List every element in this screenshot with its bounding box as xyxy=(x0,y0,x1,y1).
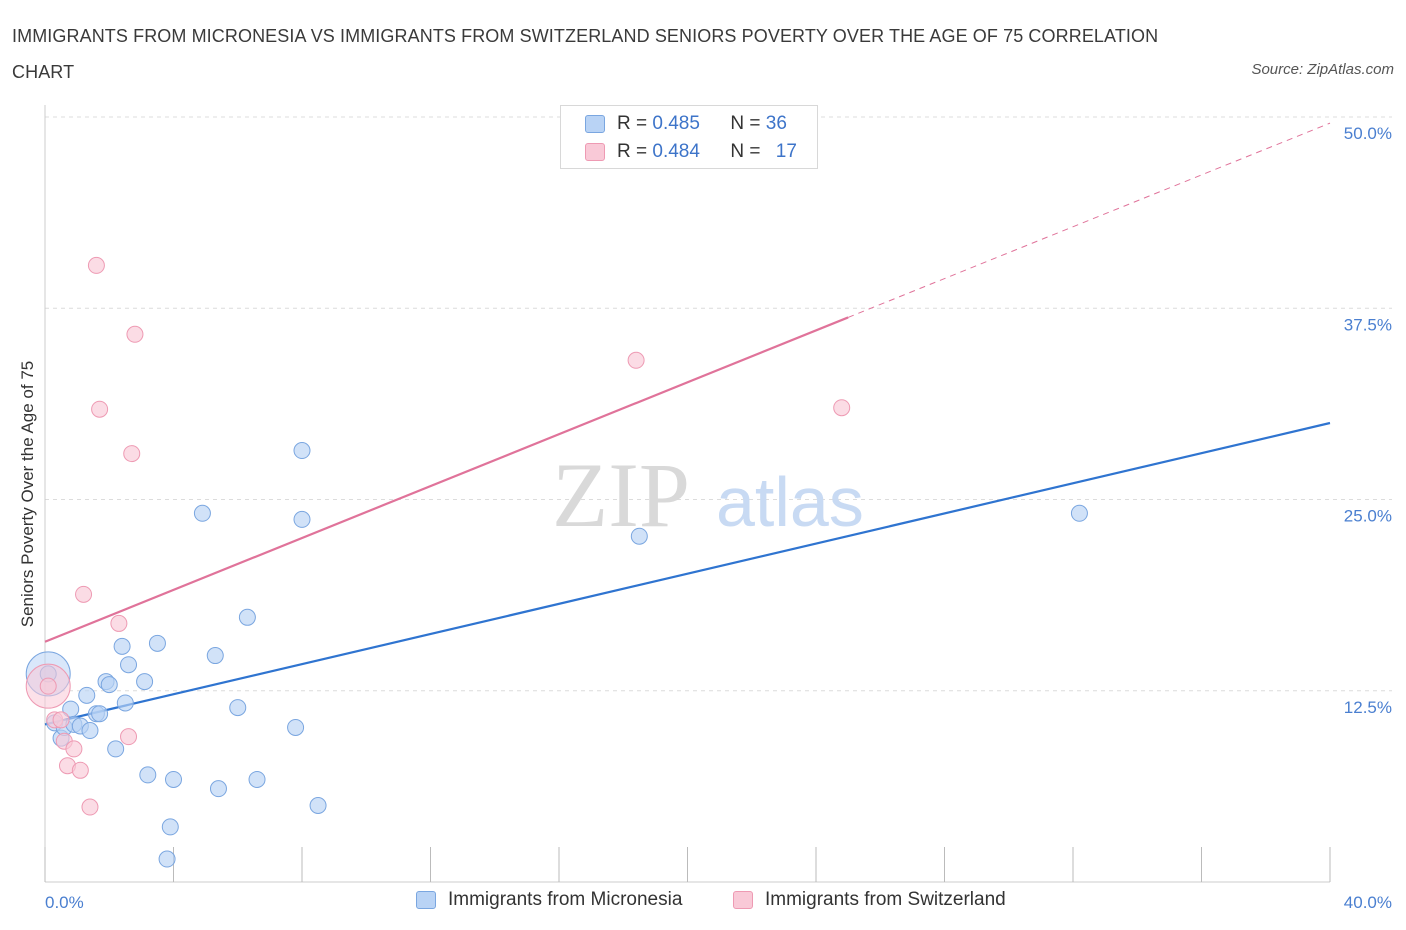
y-tick-label: 12.5% xyxy=(1344,698,1392,717)
micronesia-point xyxy=(193,504,211,522)
micronesia-point xyxy=(630,527,648,545)
micronesia-swatch xyxy=(416,891,436,909)
legend-r-label: R = xyxy=(617,141,653,162)
micronesia-point xyxy=(78,686,96,704)
legend-row-micronesia: R = 0.485 N = 36 xyxy=(585,110,787,138)
switzerland-trend-extension xyxy=(847,122,1331,318)
micronesia-point xyxy=(165,770,182,788)
micronesia-point xyxy=(81,722,99,740)
x-tick-label: 40.0% xyxy=(1344,893,1392,912)
micronesia-point xyxy=(100,676,118,694)
micronesia-point xyxy=(293,510,311,528)
stats-legend: R = 0.485 N = 36 R = 0.484 N = 17 xyxy=(560,105,818,169)
micronesia-trend-line xyxy=(44,421,1331,726)
switzerland-point xyxy=(65,740,83,758)
legend-r-value: 0.484 xyxy=(652,141,700,162)
micronesia-swatch xyxy=(585,115,605,133)
grid-lines xyxy=(45,116,1392,692)
micronesia-point xyxy=(209,780,227,798)
micronesia-point xyxy=(293,442,311,460)
switzerland-point xyxy=(120,728,138,746)
legend-r-value: 0.485 xyxy=(652,113,700,134)
chart-title: IMMIGRANTS FROM MICRONESIA VS IMMIGRANTS… xyxy=(12,26,1159,82)
switzerland-trend-line xyxy=(44,316,849,643)
micronesia-point xyxy=(309,797,327,814)
micronesia-point xyxy=(161,818,179,836)
watermark-zip: ZIP xyxy=(552,444,690,546)
legend-row-switzerland: R = 0.484 N = 17 xyxy=(585,138,797,166)
y-tick-label: 50.0% xyxy=(1344,124,1392,143)
micronesia-point xyxy=(120,656,138,674)
micronesia-point xyxy=(107,740,125,758)
source-label: Source: ZipAtlas.com xyxy=(1251,61,1394,78)
switzerland-point xyxy=(71,761,89,779)
watermark: ZIP atlas xyxy=(552,444,864,546)
axes xyxy=(44,105,1331,883)
switzerland-point xyxy=(126,325,144,343)
micronesia-point xyxy=(248,770,266,788)
micronesia-point xyxy=(238,608,256,626)
switzerland-point xyxy=(81,798,99,816)
switzerland-point xyxy=(123,445,141,463)
legend-label-micronesia: Immigrants from Micronesia xyxy=(448,889,683,910)
micronesia-point xyxy=(229,699,247,717)
micronesia-point xyxy=(1070,504,1088,522)
switzerland-point xyxy=(627,351,645,369)
series-legend: Immigrants from Micronesia Immigrants fr… xyxy=(0,889,1406,915)
switzerland-swatch xyxy=(733,891,753,909)
legend-label-switzerland: Immigrants from Switzerland xyxy=(765,889,1006,910)
tick-labels: 12.5% 25.0% 37.5% 50.0% 0.0% 40.0% xyxy=(45,124,1392,912)
switzerland-point xyxy=(91,400,109,418)
legend-r-label: R = xyxy=(617,113,653,134)
micronesia-point xyxy=(91,705,109,723)
micronesia-point xyxy=(139,766,157,784)
switzerland-swatch xyxy=(585,143,605,161)
y-tick-label: 25.0% xyxy=(1344,507,1392,526)
micronesia-point xyxy=(287,718,305,736)
legend-n-value: 36 xyxy=(765,113,787,134)
x-tick-label: 0.0% xyxy=(45,893,84,912)
watermark-atlas: atlas xyxy=(716,463,864,541)
switzerland-point xyxy=(833,399,851,417)
switzerland-point xyxy=(110,614,128,632)
y-tick-label: 37.5% xyxy=(1344,315,1392,334)
micronesia-point xyxy=(136,673,154,691)
legend-n-value: 17 xyxy=(775,141,797,162)
switzerland-point xyxy=(75,585,93,603)
switzerland-point xyxy=(87,256,105,274)
data-points xyxy=(25,256,1088,868)
switzerland-point xyxy=(52,711,70,729)
legend-item-micronesia[interactable]: Immigrants from Micronesia xyxy=(416,889,682,911)
legend-n-label: N = xyxy=(730,141,766,162)
trend-lines xyxy=(44,122,1331,726)
micronesia-point xyxy=(116,694,134,712)
switzerland-point xyxy=(39,677,57,695)
micronesia-point xyxy=(158,850,176,868)
legend-n-label: N = xyxy=(730,113,766,134)
micronesia-point xyxy=(206,647,224,665)
micronesia-point xyxy=(148,634,166,652)
legend-item-switzerland[interactable]: Immigrants from Switzerland xyxy=(733,889,1006,911)
micronesia-point xyxy=(113,637,131,655)
